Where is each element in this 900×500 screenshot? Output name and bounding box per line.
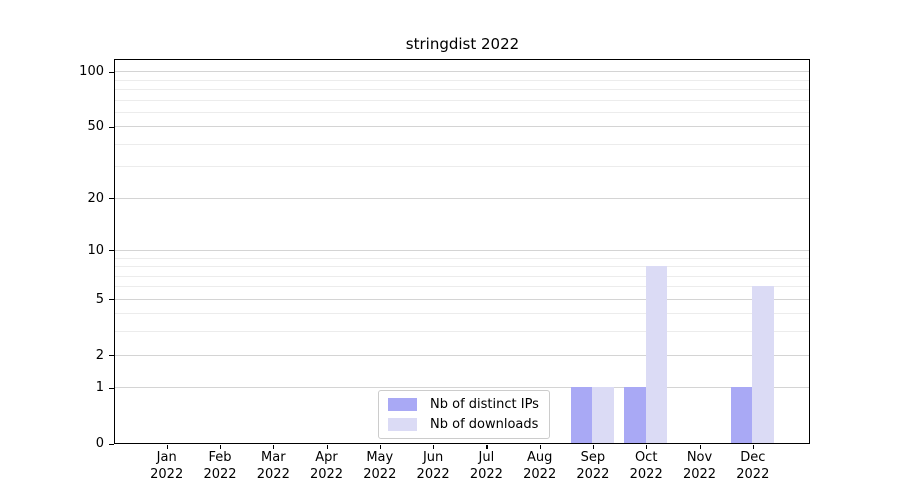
x-tick-mark	[273, 445, 275, 449]
x-tick-mark	[486, 445, 488, 449]
bar-sep-downloads	[592, 387, 614, 443]
minor-gridline	[115, 266, 809, 267]
bar-dec-downloads	[752, 286, 774, 443]
major-gridline	[115, 197, 809, 199]
y-tick-mark	[109, 355, 114, 357]
minor-gridline	[115, 99, 809, 101]
major-gridline	[115, 71, 809, 73]
y-tick-label: 100	[79, 64, 104, 80]
y-tick-mark	[109, 126, 114, 128]
y-tick-mark	[109, 299, 114, 301]
x-tick-mark	[166, 445, 168, 449]
y-tick-label: 20	[87, 190, 104, 206]
major-gridline	[115, 387, 809, 389]
minor-gridline	[115, 143, 809, 145]
minor-gridline	[115, 257, 809, 259]
y-tick-mark	[109, 71, 114, 73]
x-tick-label-feb: Feb 2022	[203, 450, 237, 482]
bar-oct-distinct-ips	[624, 387, 646, 443]
bar-oct-downloads	[645, 266, 668, 443]
legend-label-downloads: Nb of downloads	[430, 417, 539, 432]
x-tick-label-jul: Jul 2022	[469, 450, 503, 482]
y-tick-label: 0	[95, 436, 104, 451]
minor-gridline	[115, 331, 809, 333]
major-gridline	[115, 126, 809, 128]
major-gridline	[115, 298, 809, 300]
y-tick-label: 10	[87, 242, 104, 258]
x-tick-mark	[433, 445, 435, 449]
bar-sep-distinct-ips	[570, 387, 593, 443]
y-tick-label: 5	[95, 291, 104, 307]
x-tick-mark	[699, 445, 701, 449]
minor-gridline	[115, 166, 809, 168]
minor-gridline	[115, 275, 809, 277]
y-tick-label: 1	[95, 380, 104, 396]
x-tick-label-dec: Dec 2022	[736, 450, 770, 482]
legend-entry-downloads: Nb of downloads	[388, 417, 539, 432]
bar-dec-distinct-ips	[730, 387, 753, 443]
x-tick-mark	[646, 445, 648, 449]
legend-swatch-distinct-ips	[388, 398, 417, 411]
x-tick-mark	[379, 445, 381, 449]
y-tick-label: 50	[87, 119, 104, 135]
x-tick-label-jan: Jan 2022	[150, 450, 184, 482]
legend: Nb of distinct IPs Nb of downloads	[378, 390, 550, 439]
x-tick-label-oct: Oct 2022	[629, 450, 663, 482]
x-tick-label-mar: Mar 2022	[256, 450, 290, 482]
plot-area	[114, 59, 810, 444]
legend-entry-distinct-ips: Nb of distinct IPs	[388, 397, 539, 412]
minor-gridline	[115, 286, 809, 288]
y-tick-mark	[109, 250, 114, 252]
x-tick-mark	[326, 445, 328, 449]
legend-swatch-downloads	[388, 418, 417, 431]
legend-label-distinct-ips: Nb of distinct IPs	[430, 397, 539, 412]
x-tick-label-sep: Sep 2022	[576, 450, 610, 482]
x-tick-mark	[539, 445, 541, 449]
x-tick-label-jun: Jun 2022	[416, 450, 450, 482]
x-tick-label-apr: Apr 2022	[309, 450, 344, 482]
y-tick-mark	[109, 198, 114, 200]
minor-gridline	[115, 79, 809, 81]
chart-title: stringdist 2022	[405, 35, 520, 53]
minor-gridline	[115, 111, 809, 113]
y-tick-label: 2	[95, 347, 104, 363]
x-tick-label-may: May 2022	[363, 450, 397, 482]
x-tick-mark	[752, 445, 754, 449]
y-tick-mark	[109, 387, 114, 389]
major-gridline	[115, 249, 809, 251]
x-tick-label-aug: Aug 2022	[523, 450, 557, 482]
x-tick-mark	[592, 445, 595, 449]
major-gridline	[115, 354, 809, 356]
y-tick-mark	[109, 443, 114, 445]
minor-gridline	[115, 88, 809, 90]
x-tick-mark	[220, 445, 222, 449]
minor-gridline	[115, 313, 809, 315]
x-tick-label-nov: Nov 2022	[682, 450, 717, 482]
